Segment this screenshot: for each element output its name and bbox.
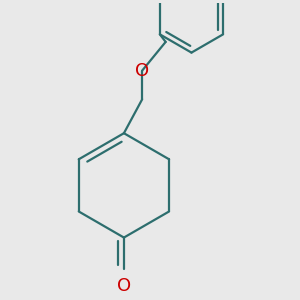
- Text: O: O: [117, 277, 131, 295]
- Text: O: O: [135, 61, 149, 80]
